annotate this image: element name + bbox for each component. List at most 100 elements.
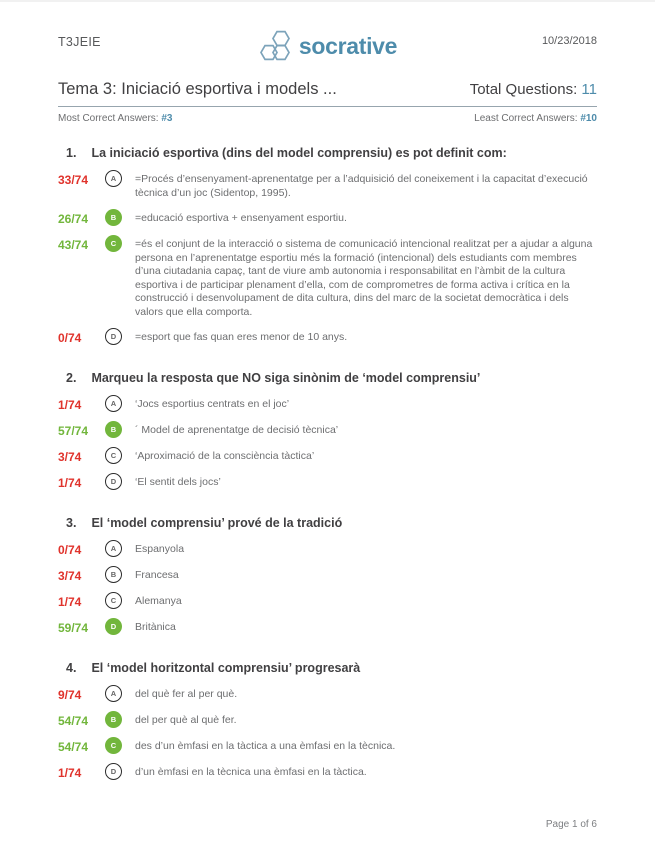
- answer-stats-row: Most Correct Answers: #3 Least Correct A…: [58, 113, 597, 124]
- question: 4. El ‘model horitzontal comprensiu’ prog…: [58, 661, 597, 780]
- option-text: =esport que fas quan eres menor de 10 an…: [135, 331, 348, 343]
- question-header: 3. El ‘model comprensiu’ prové de la trad…: [58, 516, 597, 531]
- question-title: La iniciació esportiva (dins del model c…: [91, 146, 507, 160]
- total-questions: Total Questions: 11: [470, 81, 597, 98]
- option-response-count: 9/74: [58, 688, 82, 702]
- least-correct-label: Least Correct Answers:: [474, 113, 578, 124]
- question-number: 4.: [66, 661, 77, 675]
- answer-letter-badge: D: [105, 473, 122, 490]
- option-response-count: 3/74: [58, 569, 82, 583]
- answer-letter-badge: C: [105, 592, 122, 609]
- answer-option: 0/74 D =esport que fas quan eres menor de …: [58, 328, 597, 345]
- option-response-count: 54/74: [58, 714, 89, 728]
- question-title: Marqueu la resposta que NO siga sinònim …: [91, 371, 481, 385]
- question-number: 1.: [66, 146, 77, 160]
- option-response-count: 1/74: [58, 476, 82, 490]
- answer-letter-badge: A: [105, 540, 122, 557]
- option-text: =educació esportiva + ensenyament esport…: [135, 212, 347, 224]
- option-text: d’un èmfasi en la tècnica una èmfasi en …: [135, 766, 367, 778]
- question-header: 2. Marqueu la resposta que NO siga sinòni…: [58, 371, 597, 386]
- page-footer: Page 1 of 6: [546, 819, 597, 830]
- correct-answer-badge: C: [105, 235, 122, 252]
- option-response-count: 0/74: [58, 543, 82, 557]
- socrative-logo-text: socrative: [298, 32, 398, 59]
- socrative-hexagons-icon: [259, 30, 290, 61]
- most-correct-answers: Most Correct Answers: #3: [58, 113, 173, 124]
- answer-option: 1/74 A ‘Jocs esportius centrats en el joc’: [58, 395, 597, 412]
- option-response-count: 1/74: [58, 766, 82, 780]
- questions-list: 1. La iniciació esportiva (dins del model…: [58, 146, 597, 780]
- option-text: =Procés d’ensenyament-aprenentatge per a…: [135, 173, 588, 199]
- option-text: ‘Aproximació de la consciència tàctica’: [135, 450, 315, 462]
- correct-answer-badge: B: [105, 209, 122, 226]
- room-name: T3JEIE: [58, 35, 101, 49]
- least-correct-value: #10: [580, 113, 597, 124]
- question-header: 1. La iniciació esportiva (dins del model…: [58, 146, 597, 161]
- answer-option: 26/74 B =educació esportiva + ensenyament …: [58, 209, 597, 226]
- answer-option: 43/74 C =és el conjunt de la interacció o …: [58, 235, 597, 319]
- socrative-logo: socrative: [258, 28, 397, 64]
- answer-option: 3/74 C ‘Aproximació de la consciència tàct…: [58, 447, 597, 464]
- option-text: del per què al què fer.: [135, 714, 237, 726]
- title-divider: [58, 106, 597, 107]
- correct-answer-badge: C: [105, 737, 122, 754]
- answer-letter-badge: D: [105, 328, 122, 345]
- option-text: =és el conjunt de la interacció o sistem…: [135, 238, 593, 318]
- option-response-count: 43/74: [58, 238, 89, 252]
- answer-option: 0/74 A Espanyola: [58, 540, 597, 557]
- question-header: 4. El ‘model horitzontal comprensiu’ prog…: [58, 661, 597, 676]
- option-response-count: 0/74: [58, 331, 82, 345]
- option-text: ´ Model de aprenentatge de decisió tècni…: [135, 424, 339, 436]
- answer-option: 57/74 B ´ Model de aprenentatge de decisió…: [58, 421, 597, 438]
- answer-option: 59/74 D Britànica: [58, 618, 597, 635]
- answer-letter-badge: A: [105, 395, 122, 412]
- question-number: 3.: [66, 516, 77, 530]
- option-text: Alemanya: [135, 595, 182, 607]
- option-response-count: 57/74: [58, 424, 89, 438]
- option-response-count: 1/74: [58, 595, 82, 609]
- total-questions-value: 11: [581, 81, 597, 98]
- answer-option: 1/74 D ‘El sentit dels jocs’: [58, 473, 597, 490]
- least-correct-answers: Least Correct Answers: #10: [474, 113, 597, 124]
- answer-letter-badge: C: [105, 447, 122, 464]
- report-date: 10/23/2018: [541, 35, 597, 47]
- answer-letter-badge: A: [105, 170, 122, 187]
- answer-letter-badge: B: [105, 566, 122, 583]
- option-text: Francesa: [135, 569, 179, 581]
- question: 1. La iniciació esportiva (dins del model…: [58, 146, 597, 345]
- option-response-count: 26/74: [58, 212, 89, 226]
- correct-answer-badge: B: [105, 421, 122, 438]
- option-text: ‘El sentit dels jocs’: [135, 476, 221, 488]
- most-correct-label: Most Correct Answers:: [58, 113, 159, 124]
- option-text: des d’un èmfasi en la tàctica a una èmfa…: [135, 740, 396, 752]
- total-questions-label: Total Questions:: [469, 81, 578, 98]
- option-response-count: 33/74: [58, 173, 89, 187]
- page-number: Page 1 of 6: [545, 819, 597, 830]
- correct-answer-badge: B: [105, 711, 122, 728]
- question-title: El ‘model horitzontal comprensiu’ progre…: [91, 661, 361, 675]
- report-header: T3JEIE socrative 10/23/2018: [58, 28, 597, 64]
- option-text: del què fer al per què.: [135, 688, 238, 700]
- option-response-count: 54/74: [58, 740, 89, 754]
- question: 3. El ‘model comprensiu’ prové de la trad…: [58, 516, 597, 635]
- option-response-count: 59/74: [58, 621, 89, 635]
- option-text: Britànica: [135, 621, 176, 633]
- answer-letter-badge: A: [105, 685, 122, 702]
- correct-answer-badge: D: [105, 618, 122, 635]
- answer-option: 33/74 A =Procés d’ensenyament-aprenentatge…: [58, 170, 597, 200]
- option-text: Espanyola: [135, 543, 185, 555]
- quiz-title: Tema 3: Iniciació esportiva i models ...: [58, 80, 337, 98]
- question-number: 2.: [66, 371, 77, 385]
- answer-option: 1/74 C Alemanya: [58, 592, 597, 609]
- option-response-count: 1/74: [58, 398, 82, 412]
- option-response-count: 3/74: [58, 450, 82, 464]
- answer-letter-badge: D: [105, 763, 122, 780]
- most-correct-value: #3: [161, 113, 173, 124]
- question-title: El ‘model comprensiu’ prové de la tradic…: [91, 516, 343, 530]
- answer-option: 3/74 B Francesa: [58, 566, 597, 583]
